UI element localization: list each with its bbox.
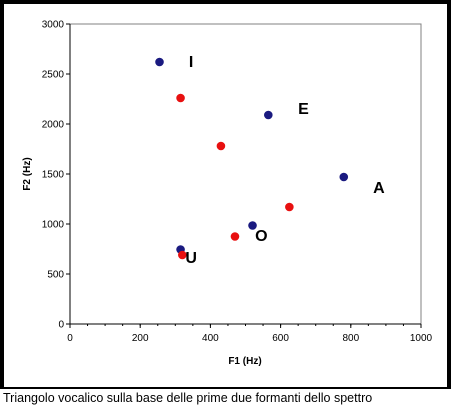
data-point [264,110,273,120]
data-points [155,57,349,260]
y-axis-title: F2 (Hz) [22,157,33,190]
chart-frame: 0 200 400 600 800 1000 0 500 1000 1500 2000 2500 300… [4,4,447,387]
x-tick-label: 1000 [410,333,433,344]
x-axis-title: F1 (Hz) [228,356,261,367]
vowel-label: U [185,250,197,267]
plot-area [69,23,422,325]
y-tick-label: 0 [58,320,64,331]
y-tick-label: 2000 [42,120,65,131]
x-tick-label: 400 [202,333,219,344]
y-tick-label: 3000 [42,20,65,31]
y-tick-label: 2500 [42,70,65,81]
data-point [230,232,240,241]
vowel-label: I [189,54,193,71]
data-point [155,57,164,67]
vowel-label: E [298,101,309,118]
y-tick-label: 1000 [42,220,65,231]
data-point [216,141,226,151]
x-tick-label: 800 [342,333,359,344]
vowel-label: O [255,228,267,245]
x-tick-label: 600 [272,333,289,344]
vowel-label: A [373,180,385,197]
data-point [176,93,185,103]
y-tick-label: 500 [47,270,64,281]
vowel-labels: I E A O U [185,54,385,267]
data-point [339,172,349,182]
data-point [285,202,294,212]
y-tick-label: 1500 [42,170,65,181]
scatter-chart: 0 200 400 600 800 1000 0 500 1000 1500 2000 2500 300… [22,20,433,368]
x-tick-label: 200 [132,333,149,344]
data-point [178,250,187,260]
axes: 0 200 400 600 800 1000 0 500 1000 1500 2000 2500 300… [42,20,433,345]
data-point [248,221,257,230]
figure-caption: Triangolo vocalico sulla base delle prim… [0,389,451,407]
x-tick-label: 0 [67,333,73,344]
